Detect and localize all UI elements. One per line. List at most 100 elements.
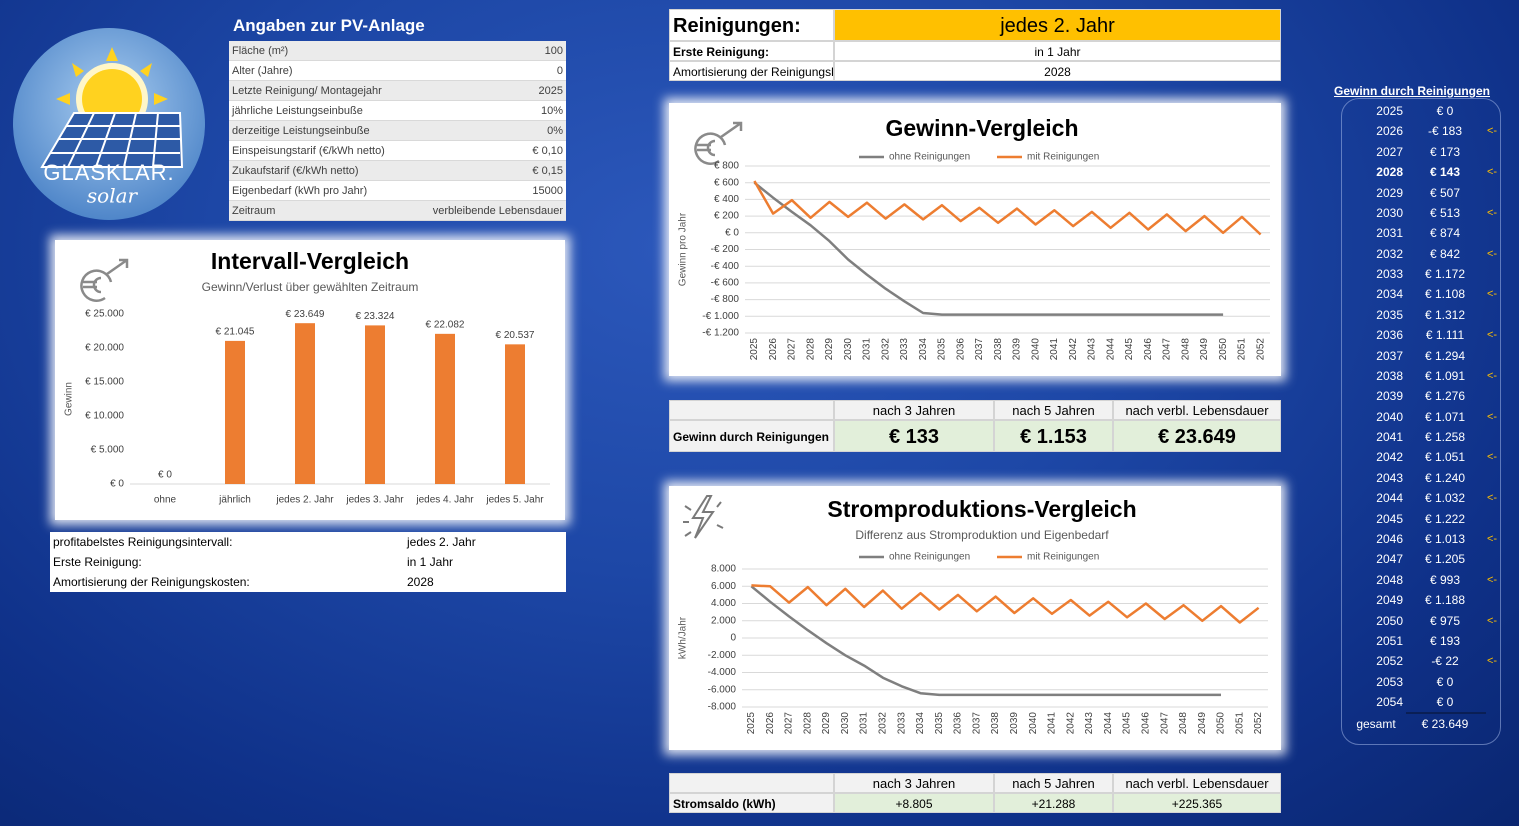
chart-subtitle: Differenz aus Stromproduktion und Eigenb… [855, 528, 1109, 542]
x-tick-label: 2031 [859, 712, 870, 735]
gain-marker: <- [1487, 614, 1498, 627]
gain-year: 2038 [1376, 368, 1403, 383]
gain-year: 2046 [1376, 531, 1403, 546]
x-tick-label: 2025 [749, 338, 760, 361]
chart-card: Intervall-Vergleich Gewinn/Verlust über g… [55, 240, 565, 520]
legend-label: mit Reinigungen [1027, 152, 1099, 163]
gain-value: € 1.258 [1424, 430, 1466, 445]
gain-marker: <- [1487, 166, 1498, 179]
data-label: € 21.045 [216, 327, 255, 338]
x-tick-label: 2045 [1124, 338, 1135, 361]
x-tick-label: 2034 [915, 712, 926, 735]
gain-year: 2034 [1376, 287, 1403, 302]
x-tick-label: 2041 [1049, 338, 1060, 361]
legend-label: mit Reinigungen [1027, 552, 1099, 563]
gain-value: € 1.108 [1424, 287, 1466, 302]
gain-year: 2044 [1376, 491, 1403, 506]
gain-marker: <- [1487, 329, 1498, 342]
y-tick-label: € 0 [110, 479, 124, 490]
x-tick-label: 2051 [1234, 712, 1245, 735]
pv-value: 100 [544, 45, 563, 57]
table-row [50, 532, 566, 552]
table-header: nach verbl. Lebensdauer [1113, 400, 1281, 420]
summary-label: Amortisierung der Reinigungskosten: [53, 575, 250, 589]
x-tick-label: 2037 [974, 338, 985, 361]
legend-label: ohne Reinigungen [889, 152, 970, 163]
x-tick-label: 2042 [1068, 338, 1079, 361]
pv-value: 15000 [532, 185, 563, 197]
y-tick-label: € 25.000 [85, 309, 124, 320]
gain-value: € 1.032 [1424, 491, 1466, 506]
gain-value: € 1.013 [1424, 531, 1466, 546]
gain-value: -€ 183 [1427, 124, 1463, 139]
gain-marker: <- [1487, 410, 1498, 423]
y-tick-label: -8.000 [708, 702, 737, 713]
pv-table-title: Angaben zur PV-Anlage [233, 16, 425, 35]
y-tick-label: -2.000 [708, 650, 737, 661]
gain-total-label: gesamt [1356, 717, 1396, 731]
x-tick-label: 2029 [821, 712, 832, 735]
logo: GLASKLAR. solar [13, 28, 205, 220]
chart-card: Stromproduktions-Vergleich Differenz aus … [669, 486, 1281, 750]
bar [365, 325, 385, 484]
x-tick-label: jedes 3. Jahr [345, 495, 404, 506]
gain-year: 2025 [1376, 104, 1403, 118]
x-tick-label: 2036 [953, 712, 964, 735]
line-series [753, 181, 1224, 316]
gain-year: 2026 [1376, 124, 1403, 139]
gain-value: € 1.091 [1424, 368, 1466, 383]
pv-label: Fläche (m²) [232, 45, 289, 57]
chart-title: Gewinn-Vergleich [886, 115, 1079, 141]
cleaning-interval: jedes 2. Jahr [834, 9, 1281, 41]
x-tick-label: 2051 [1237, 338, 1248, 361]
gain-year: 2053 [1376, 674, 1403, 689]
pv-label: derzeitige Leistungseinbuße [232, 125, 370, 137]
table-row [229, 161, 566, 181]
chart-title: Stromproduktions-Vergleich [827, 496, 1136, 522]
x-tick-label: jedes 5. Jahr [485, 495, 544, 506]
bar [225, 340, 245, 484]
pv-label: Alter (Jahre) [232, 65, 293, 77]
x-tick-label: 2032 [880, 338, 891, 361]
x-tick-label: 2050 [1218, 338, 1229, 361]
x-tick-label: 2026 [765, 712, 776, 735]
y-tick-label: € 200 [714, 211, 739, 222]
x-tick-label: 2048 [1178, 712, 1189, 735]
x-tick-label: jedes 4. Jahr [415, 495, 474, 506]
gain-year: 2043 [1376, 470, 1403, 485]
chart: Gewinn-Vergleich Gewinn pro Jahr € 800 € 60… [678, 115, 1270, 361]
gain-value: € 1.294 [1424, 348, 1466, 363]
y-tick-label: 4.000 [711, 598, 736, 609]
x-tick-label: 2028 [805, 338, 816, 361]
x-tick-label: 2039 [1009, 712, 1020, 735]
gain-year: 2030 [1376, 205, 1403, 220]
pv-label: Zukaufstarif (€/kWh netto) [232, 165, 359, 177]
y-tick-label: € 800 [714, 161, 739, 172]
table-value: +8.805 [834, 793, 994, 813]
table-header: nach 3 Jahren [834, 400, 994, 420]
x-tick-label: 2033 [899, 338, 910, 361]
x-tick-label: 2047 [1159, 712, 1170, 735]
x-tick-label: 2032 [878, 712, 889, 735]
data-label: € 20.537 [496, 330, 535, 341]
x-tick-label: 2046 [1141, 712, 1152, 735]
x-tick-label: 2028 [802, 712, 813, 735]
table-row-label: Stromsaldo (kWh) [669, 793, 834, 813]
table-header: nach 5 Jahren [994, 773, 1113, 793]
x-tick-label: 2026 [768, 338, 779, 361]
gain-marker: <- [1487, 369, 1498, 382]
gain-value: € 143 [1429, 165, 1461, 180]
x-tick-label: 2040 [1030, 338, 1041, 361]
x-tick-label: 2052 [1253, 712, 1264, 735]
pv-label: jährliche Leistungseinbuße [232, 105, 363, 117]
gain-marker: <- [1487, 125, 1498, 138]
gain-value: € 1.222 [1424, 511, 1466, 526]
pv-value: 0% [547, 125, 563, 137]
gain-value: € 1.111 [1425, 328, 1465, 343]
gain-marker: <- [1487, 655, 1498, 668]
x-tick-label: 2035 [937, 338, 948, 361]
chart: Stromproduktions-Vergleich Differenz aus … [678, 495, 1268, 735]
gain-value: € 1.071 [1424, 409, 1466, 424]
summary-value: 2028 [407, 575, 434, 589]
